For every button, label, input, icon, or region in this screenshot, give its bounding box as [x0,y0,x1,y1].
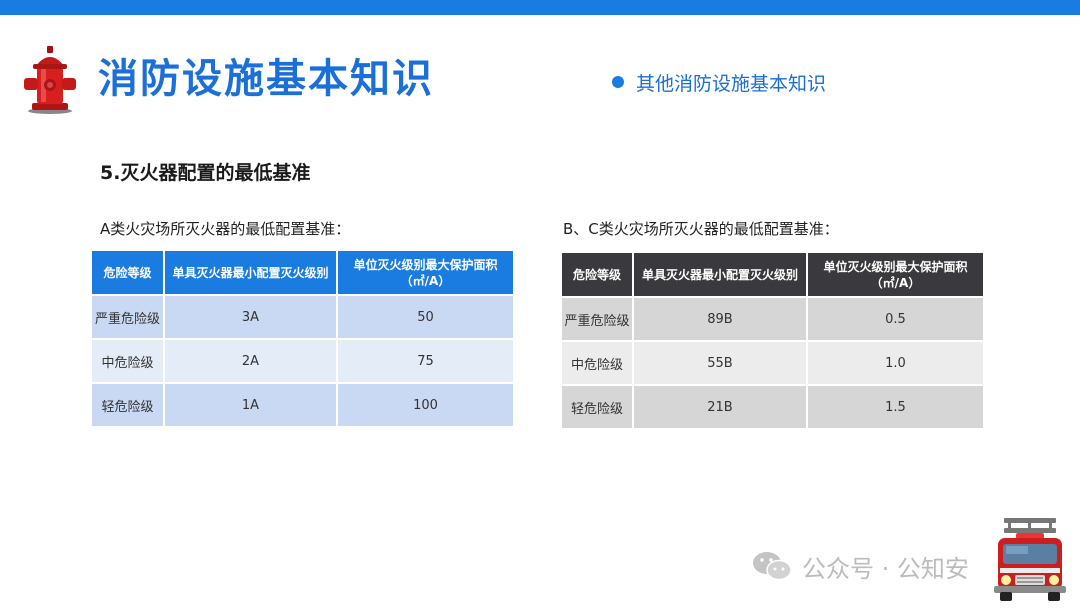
wechat-icon [753,552,792,581]
watermark: 公众号 · 公知安 [752,549,969,583]
topic-indicator: 其他消防设施基本知识 [612,68,826,96]
fire-truck-icon [994,518,1066,601]
table-cell: 21B [634,386,808,430]
table-row: 轻危险级 1A 100 [92,384,513,428]
table-row: 轻危险级 21B 1.5 [562,386,983,430]
table-header-cell: 单具灭火器最小配置灭火级别 [165,251,338,296]
table-row: 严重危险级 3A 50 [92,296,513,340]
table-cell: 100 [338,384,513,428]
table-header-cell: 单位灭火级别最大保护面积（㎡/A） [808,253,983,298]
table-header-cell: 危险等级 [92,251,165,296]
table-cell: 轻危险级 [562,386,634,430]
table-cell: 3A [165,296,338,340]
table-cell: 中危险级 [562,342,634,386]
top-accent-bar [0,0,1080,15]
table-header-cell: 单具灭火器最小配置灭火级别 [634,253,808,298]
table-cell: 0.5 [808,298,983,342]
table-b-caption: B、C类火灾场所灭火器的最低配置基准： [563,220,839,238]
table-header-row: 危险等级 单具灭火器最小配置灭火级别 单位灭火级别最大保护面积（㎡/A） [562,253,983,298]
fire-hydrant-icon [24,46,76,114]
table-cell: 严重危险级 [92,296,165,340]
topic-label: 其他消防设施基本知识 [636,72,827,95]
table-cell: 2A [165,340,338,384]
section-title: 5.灭火器配置的最低基准 [100,162,311,184]
table-a: 危险等级 单具灭火器最小配置灭火级别 单位灭火级别最大保护面积（㎡/A） 严重危… [92,251,513,428]
table-cell: 1.5 [808,386,983,430]
table-cell: 1.0 [808,342,983,386]
table-a-caption: A类火灾场所灭火器的最低配置基准： [100,220,351,238]
table-header-row: 危险等级 单具灭火器最小配置灭火级别 单位灭火级别最大保护面积（㎡/A） [92,251,513,296]
table-cell: 89B [634,298,808,342]
watermark-text: 公众号 · 公知安 [802,554,969,583]
table-cell: 55B [634,342,808,386]
table-cell: 严重危险级 [562,298,634,342]
table-cell: 中危险级 [92,340,165,384]
page-title: 消防设施基本知识 [98,56,434,102]
table-cell: 1A [165,384,338,428]
table-row: 中危险级 55B 1.0 [562,342,983,386]
table-cell: 50 [338,296,513,340]
table-cell: 75 [338,340,513,384]
table-header-cell: 危险等级 [562,253,634,298]
bullet-dot-icon [612,76,624,88]
table-row: 中危险级 2A 75 [92,340,513,384]
table-row: 严重危险级 89B 0.5 [562,298,983,342]
table-cell: 轻危险级 [92,384,165,428]
table-header-cell: 单位灭火级别最大保护面积（㎡/A） [338,251,513,296]
table-b: 危险等级 单具灭火器最小配置灭火级别 单位灭火级别最大保护面积（㎡/A） 严重危… [562,253,983,430]
